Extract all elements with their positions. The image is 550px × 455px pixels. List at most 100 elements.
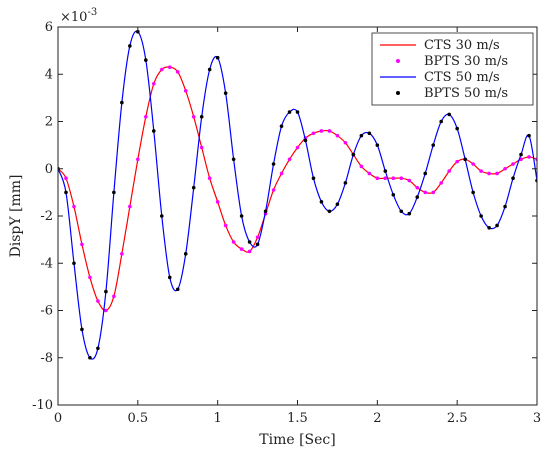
data-point: [223, 223, 228, 228]
data-point: [104, 308, 108, 313]
data-point: [335, 133, 340, 138]
data-point: [128, 204, 132, 209]
data-point: [383, 169, 388, 173]
data-point: [271, 162, 276, 166]
data-point: [247, 240, 252, 244]
data-point: [167, 65, 172, 69]
data-point: [479, 214, 483, 218]
data-point: [327, 209, 332, 214]
data-point: [80, 327, 84, 332]
data-point: [72, 204, 76, 209]
ticks-layer: 0 0.5 1 1.5 2 2.5 3 -10 -8 -6 -4 -2 0 2 4 6: [32, 20, 541, 426]
data-point: [96, 346, 100, 351]
legend-label: CTS 50 m/s: [424, 70, 500, 85]
data-point: [159, 67, 164, 72]
data-point: [120, 100, 124, 105]
data-point: [455, 126, 459, 131]
data-point: [199, 145, 204, 150]
data-point: [375, 176, 380, 180]
data-point: [207, 67, 212, 72]
data-point: [175, 70, 180, 74]
data-point: [128, 44, 132, 48]
data-point: [423, 190, 428, 195]
data-point: [64, 176, 68, 180]
data-point: [191, 114, 196, 119]
data-point: [319, 129, 324, 133]
data-point: [519, 152, 523, 157]
data-point: [311, 131, 316, 136]
data-point: [88, 355, 92, 360]
data-point: [255, 235, 260, 240]
data-point: [279, 171, 284, 176]
x-tick-label: 0: [54, 411, 62, 426]
y-tick-label: -6: [40, 304, 53, 319]
data-point: [431, 190, 436, 195]
x-tick-label: 0.5: [127, 411, 148, 426]
data-point: [503, 204, 507, 209]
data-point: [104, 289, 108, 294]
y-tick-label: -2: [40, 209, 53, 224]
data-point: [199, 114, 204, 119]
data-point: [327, 129, 332, 133]
data-point: [120, 252, 124, 256]
data-point: [407, 211, 412, 216]
data-point: [367, 171, 372, 176]
y-exponent-base: ×10: [60, 10, 87, 25]
legend-entry: CTS 30 m/s: [380, 38, 500, 53]
data-point: [263, 209, 268, 214]
data-point: [455, 159, 459, 164]
data-point: [359, 164, 364, 169]
data-point: [303, 138, 308, 143]
data-point: [479, 169, 483, 173]
data-point: [495, 171, 499, 176]
y-tick-label: -4: [40, 256, 53, 271]
series-bpts-30-m-s: [58, 65, 537, 313]
series-cts-50-m-s: [58, 30, 537, 360]
data-point: [439, 119, 444, 124]
x-tick-label: 2: [373, 411, 381, 426]
data-point: [351, 152, 356, 157]
data-point: [88, 275, 92, 280]
data-point: [271, 188, 276, 192]
data-point: [175, 287, 180, 292]
data-point: [183, 252, 188, 256]
data-point: [383, 176, 388, 180]
x-tick-label: 2.5: [447, 411, 468, 426]
data-point: [447, 169, 451, 173]
data-point: [399, 209, 404, 214]
data-point: [295, 110, 300, 114]
data-point: [144, 114, 148, 119]
y-tick-label: 4: [45, 67, 53, 82]
legend-entry: BPTS 30 m/s: [396, 54, 508, 69]
data-point: [375, 143, 380, 147]
series-layer: [58, 29, 537, 360]
data-point: [511, 162, 515, 166]
data-point: [72, 261, 76, 266]
data-point: [215, 55, 220, 60]
x-tick-label: 3: [533, 411, 541, 426]
data-point: [159, 214, 164, 218]
data-point: [463, 157, 467, 162]
y-axis-label: DispY [mm]: [8, 174, 24, 257]
data-point: [391, 176, 396, 180]
y-exponent-power: -3: [87, 7, 97, 18]
data-point: [471, 162, 475, 166]
legend-entry: CTS 50 m/s: [380, 70, 500, 85]
y-tick-label: -8: [40, 351, 53, 366]
data-point: [447, 112, 451, 117]
data-point: [527, 155, 531, 159]
data-point: [311, 176, 316, 180]
legend-label: BPTS 50 m/s: [424, 86, 508, 101]
data-point: [279, 124, 284, 129]
y-exponent-label: ×10-3: [60, 7, 97, 25]
data-point: [247, 249, 252, 254]
data-point: [367, 131, 372, 136]
data-point: [503, 166, 507, 171]
data-point: [487, 171, 491, 176]
data-point: [223, 91, 228, 95]
data-point: [207, 176, 212, 180]
y-tick-label: 6: [45, 20, 53, 35]
data-point: [391, 192, 396, 197]
y-tick-label: 0: [45, 162, 53, 177]
data-point: [335, 202, 340, 206]
